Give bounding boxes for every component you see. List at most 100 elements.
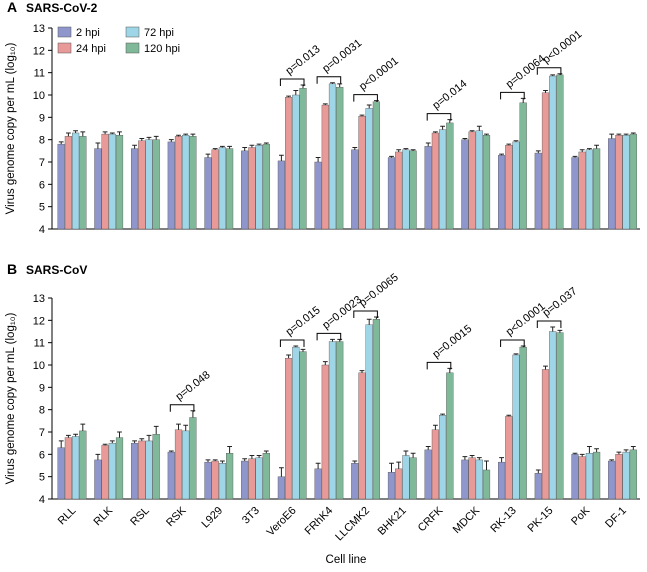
panel-b-letter: B (7, 261, 17, 277)
panel-b-errbar-bhk21-72-hpi (403, 450, 409, 456)
panel-b-bracket-veroe6 (279, 339, 305, 348)
panel-b-errbar-pk-15-2-hpi (535, 469, 541, 474)
panel-a-bar-pk-15-120-hpi (556, 74, 564, 230)
panel-b-pvalue-rk-13: p<0.0001 (504, 300, 548, 338)
panel-a-bar-rsk-120-hpi (189, 136, 197, 230)
panel-a-bar-rlk-24-hpi (101, 133, 109, 230)
panel-a-pvalue-frhk4: p=0.0031 (320, 37, 364, 75)
panel-a-errbar-llcmk2-24-hpi (359, 114, 365, 117)
panel-b-ytick-label-7: 7 (39, 427, 45, 439)
panel-a-bracket-llcmk2 (353, 94, 378, 102)
panel-a-errbar-frhk4-120-hpi (337, 83, 343, 88)
panel-a-bar-bhk21-24-hpi (395, 151, 403, 230)
panel-a-ytick-label-11: 11 (34, 68, 45, 80)
panel-b-xtick-label-rll: RLL (56, 505, 79, 528)
panel-b-bar-rsk-120-hpi (189, 417, 197, 500)
panel-b-xtick-label-veroe6: VeroE6 (265, 505, 299, 539)
panel-a-bracket-rk-13 (500, 91, 525, 100)
panel-b-bar-pok-24-hpi (578, 456, 586, 500)
panel-a-bar-l929-24-hpi (211, 149, 219, 230)
panel-a-errbar-pk-15-72-hpi (550, 74, 556, 77)
panel-a-bar-mdck-2-hpi (461, 139, 469, 230)
panel-b-xtick-label-rlk: RLK (92, 504, 116, 528)
panel-a-errbar-llcmk2-2-hpi (352, 146, 358, 150)
panel-a-ytick-label-13: 13 (33, 23, 45, 35)
panel-a-errbar-veroe6-120-hpi (300, 84, 306, 89)
panel-a-errbar-df-1-24-hpi (616, 133, 622, 136)
panel-a-ytick-label-9: 9 (39, 112, 45, 124)
panel-a-bar-crfk-2-hpi (424, 146, 432, 230)
panel-b-errbar-pk-15-24-hpi (543, 365, 548, 370)
panel-b-errbar-l929-2-hpi (205, 459, 211, 463)
panel-b-bar-rsk-72-hpi (182, 430, 190, 500)
panel-a-bar-3t3-2-hpi (241, 150, 249, 230)
panel-a-errbar-llcmk2-72-hpi (366, 104, 372, 109)
panel-b-bar-pok-120-hpi (593, 451, 601, 500)
panel-b-bar-crfk-120-hpi (446, 372, 454, 500)
panel-b-bar-pk-15-72-hpi (549, 331, 557, 500)
panel-b-bar-rll-120-hpi (79, 430, 87, 500)
panel-a-errbar-l929-72-hpi (220, 145, 225, 148)
panel-a-bar-veroe6-72-hpi (292, 94, 300, 230)
panel-a-letter: A (7, 0, 17, 15)
panel-b-bar-rlk-24-hpi (101, 445, 109, 500)
panel-a-errbar-mdck-2-hpi (462, 138, 468, 140)
panel-b-bar-rlk-120-hpi (115, 437, 124, 500)
panel-b-bracket-frhk4 (316, 332, 342, 341)
panel-a-errbar-l929-120-hpi (227, 145, 232, 149)
panel-b-errbar-rsk-72-hpi (183, 424, 189, 431)
panel-b-bar-rsk-2-hpi (167, 451, 175, 500)
panel-b-errbar-rll-24-hpi (66, 434, 71, 438)
panel-a-bar-rsl-120-hpi (152, 139, 160, 230)
panel-a-ytick-label-7: 7 (39, 157, 45, 169)
panel-b-bar-l929-24-hpi (211, 460, 219, 500)
panel-b-ytick-label-9: 9 (39, 382, 45, 394)
panel-a-errbar-rlk-24-hpi (102, 131, 108, 135)
panel-b-errbar-3t3-2-hpi (242, 458, 248, 462)
panel-b-xtick-label-pk-15: PK-15 (525, 505, 555, 535)
panel-a-bar-pk-15-24-hpi (541, 92, 550, 230)
panel-b-bar-mdck-120-hpi (482, 469, 491, 500)
panel-b-bar-veroe6-24-hpi (285, 358, 293, 500)
panel-a-errbar-veroe6-24-hpi (286, 95, 291, 98)
panel-a-errbar-llcmk2-120-hpi (374, 100, 379, 102)
panel-a-bar-rlk-120-hpi (115, 134, 124, 230)
panel-a-bar-rk-13-72-hpi (512, 141, 520, 230)
panel-b-bar-df-1-24-hpi (615, 454, 623, 500)
panel-b-errbar-crfk-24-hpi (433, 424, 438, 430)
panel-b-pvalue-crfk: p=0.0015 (430, 323, 474, 361)
panel-a-errbar-rsk-72-hpi (183, 133, 189, 136)
panel-a-bar-rll-120-hpi (79, 136, 87, 230)
panel-b-errbar-crfk-72-hpi (440, 413, 445, 416)
panel-a-errbar-rsl-120-hpi (153, 135, 159, 140)
panel-b-errbar-bhk21-24-hpi (396, 461, 402, 469)
panel-b-xtick-label-pok: PoK (569, 504, 593, 528)
panel-b-xtick-label-rsl: RSL (128, 505, 152, 529)
panel-b-errbar-veroe6-120-hpi (300, 348, 306, 352)
panel-a-errbar-3t3-120-hpi (263, 142, 269, 145)
panel-b-errbar-l929-24-hpi (212, 459, 218, 462)
panel-a-errbar-crfk-120-hpi (447, 119, 453, 123)
panel-a-bar-rll-2-hpi (57, 143, 65, 230)
panel-b-errbar-df-1-72-hpi (623, 449, 629, 453)
panel-a-errbar-3t3-72-hpi (256, 143, 262, 146)
panel-a-bar-llcmk2-24-hpi (358, 116, 366, 230)
panel-a-errbar-rll-24-hpi (66, 132, 71, 137)
panel-a-bar-llcmk2-72-hpi (365, 108, 373, 230)
panel-b-ytick-label-11: 11 (34, 338, 45, 350)
panel-b-errbar-3t3-120-hpi (263, 450, 269, 454)
panel-a-errbar-rk-13-24-hpi (506, 143, 512, 146)
panel-b-bar-rk-13-72-hpi (512, 354, 520, 500)
panel-b-bar-pk-15-120-hpi (556, 332, 564, 500)
panel-a-errbar-rsk-2-hpi (168, 139, 174, 142)
panel-a-errbar-pok-2-hpi (572, 155, 578, 158)
panel-a-errbar-rk-13-72-hpi (513, 140, 519, 142)
panel-a-bar-frhk4-120-hpi (336, 86, 344, 230)
panel-b-ytick-label-4: 4 (39, 494, 45, 506)
panel-a-bar-rll-24-hpi (64, 136, 73, 230)
panel-a-bar-rsk-2-hpi (167, 141, 175, 230)
panel-b-errbar-3t3-72-hpi (256, 454, 262, 458)
panel-a-errbar-rll-2-hpi (58, 141, 64, 145)
legend-swatch-72-hpi (125, 26, 140, 38)
